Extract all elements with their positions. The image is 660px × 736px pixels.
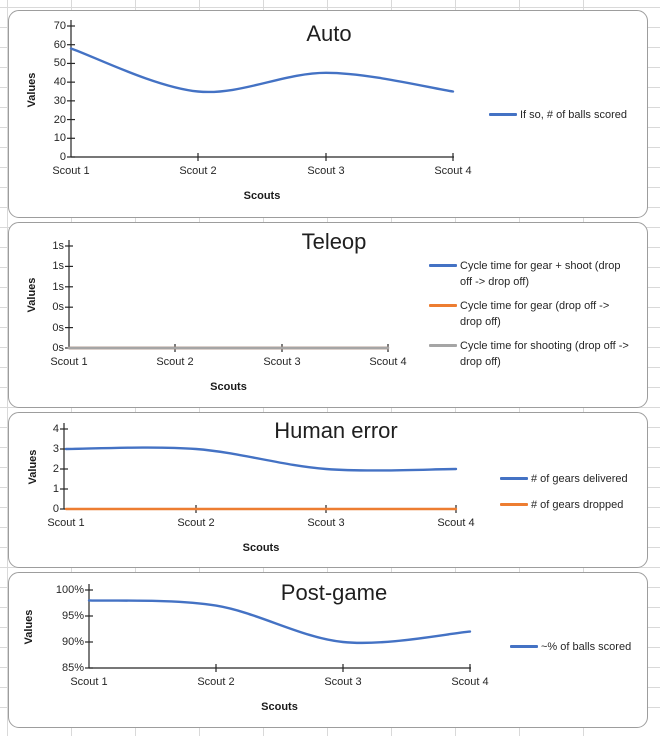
legend-line-sample	[510, 645, 538, 648]
x-axis-title: Scouts	[242, 542, 280, 554]
chart-object-human-error[interactable]: Human error Values Scouts # of gears del…	[8, 412, 648, 568]
plot-area	[85, 584, 472, 672]
chart-object-post-game[interactable]: Post-game Values Scouts ~% of balls scor…	[8, 572, 648, 728]
legend: Cycle time for gear + shoot (drop off ->…	[429, 258, 632, 370]
legend-line-sample	[489, 113, 517, 116]
legend-label: ~% of balls scored	[541, 641, 632, 653]
y-tick-label: 100%	[55, 584, 84, 596]
x-category-label: Scout 2	[179, 165, 217, 177]
chart-object-auto[interactable]: Auto Values Scouts If so, # of balls sco…	[8, 10, 648, 218]
x-category-label: Scout 3	[307, 165, 345, 177]
legend-entry: Cycle time for gear (drop off -> drop of…	[429, 298, 632, 330]
y-tick-label: 0	[52, 503, 59, 515]
y-tick-label: 85%	[61, 662, 84, 674]
chart-title: Post-game	[280, 580, 388, 605]
legend-label: # of gears delivered	[531, 473, 628, 485]
y-tick-label: 4	[52, 423, 59, 435]
legend: If so, # of balls scored	[489, 107, 660, 123]
plot-area	[67, 20, 455, 161]
x-category-label: Scout 1	[52, 165, 90, 177]
x-category-label: Scout 3	[307, 517, 345, 529]
legend-entry: # of gears dropped	[500, 497, 660, 513]
x-category-label: Scout 2	[197, 676, 235, 688]
legend: ~% of balls scored	[510, 639, 660, 655]
plot-area	[65, 240, 390, 352]
legend-entry: # of gears delivered	[500, 471, 660, 487]
chart-object-teleop[interactable]: Teleop Values Scouts Cycle time for gear…	[8, 222, 648, 408]
x-category-label: Scout 4	[437, 517, 475, 529]
chart-title: Auto	[306, 21, 352, 46]
y-tick-label: 50	[53, 57, 66, 70]
legend-line-sample	[500, 503, 528, 506]
x-category-label: Scout 4	[434, 165, 472, 177]
x-category-label: Scout 4	[451, 676, 489, 688]
y-tick-label: 60	[53, 38, 66, 51]
y-tick-label: 20	[53, 113, 66, 126]
chart-title: Human error	[274, 418, 398, 443]
legend-label: Cycle time for shooting (drop off -> dro…	[460, 340, 629, 368]
y-tick-label: 95%	[61, 610, 84, 622]
y-tick-label: 10	[53, 132, 66, 145]
y-tick-label: 0	[59, 151, 66, 163]
y-tick-label: 0s	[52, 321, 64, 334]
legend-line-sample	[500, 477, 528, 480]
legend-entry: If so, # of balls scored	[489, 107, 660, 123]
legend-line-sample	[429, 344, 457, 347]
legend-label: Cycle time for gear (drop off -> drop of…	[460, 300, 610, 328]
legend-entry: Cycle time for gear + shoot (drop off ->…	[429, 258, 632, 290]
y-tick-label: 3	[52, 443, 59, 455]
legend-label: Cycle time for gear + shoot (drop off ->…	[460, 260, 621, 288]
y-tick-label: 1s	[52, 260, 64, 273]
y-tick-label: 2	[52, 463, 59, 475]
legend-label: # of gears dropped	[531, 499, 624, 511]
x-category-label: Scout 1	[70, 676, 108, 688]
x-category-label: Scout 4	[369, 356, 407, 368]
legend-entry: Cycle time for shooting (drop off -> dro…	[429, 338, 632, 370]
plot-area	[60, 423, 458, 513]
legend-line-sample	[429, 304, 457, 307]
legend-line-sample	[429, 264, 457, 267]
y-tick-label: 1s	[52, 240, 64, 252]
y-tick-label: 30	[53, 94, 66, 107]
x-category-label: Scout 1	[50, 356, 88, 368]
x-category-label: Scout 3	[324, 676, 362, 688]
x-axis-title: Scouts	[261, 701, 298, 713]
legend-entry: ~% of balls scored	[510, 639, 660, 655]
y-tick-label: 90%	[61, 636, 84, 648]
chart-title: Teleop	[301, 229, 367, 254]
x-category-label: Scout 2	[156, 356, 194, 368]
x-category-label: Scout 3	[263, 356, 301, 368]
x-category-label: Scout 2	[177, 517, 215, 529]
x-axis-title: Scouts	[243, 190, 281, 202]
y-tick-label: 70	[53, 20, 66, 32]
legend-label: If so, # of balls scored	[520, 109, 627, 121]
y-tick-label: 1s	[52, 280, 64, 293]
y-tick-label: 40	[53, 76, 66, 89]
x-axis-title: Scouts	[210, 381, 247, 393]
y-tick-label: 0s	[52, 342, 64, 354]
legend: # of gears delivered # of gears dropped	[500, 471, 660, 513]
y-tick-label: 0s	[52, 301, 64, 314]
y-tick-label: 1	[52, 483, 59, 495]
x-category-label: Scout 1	[47, 517, 85, 529]
